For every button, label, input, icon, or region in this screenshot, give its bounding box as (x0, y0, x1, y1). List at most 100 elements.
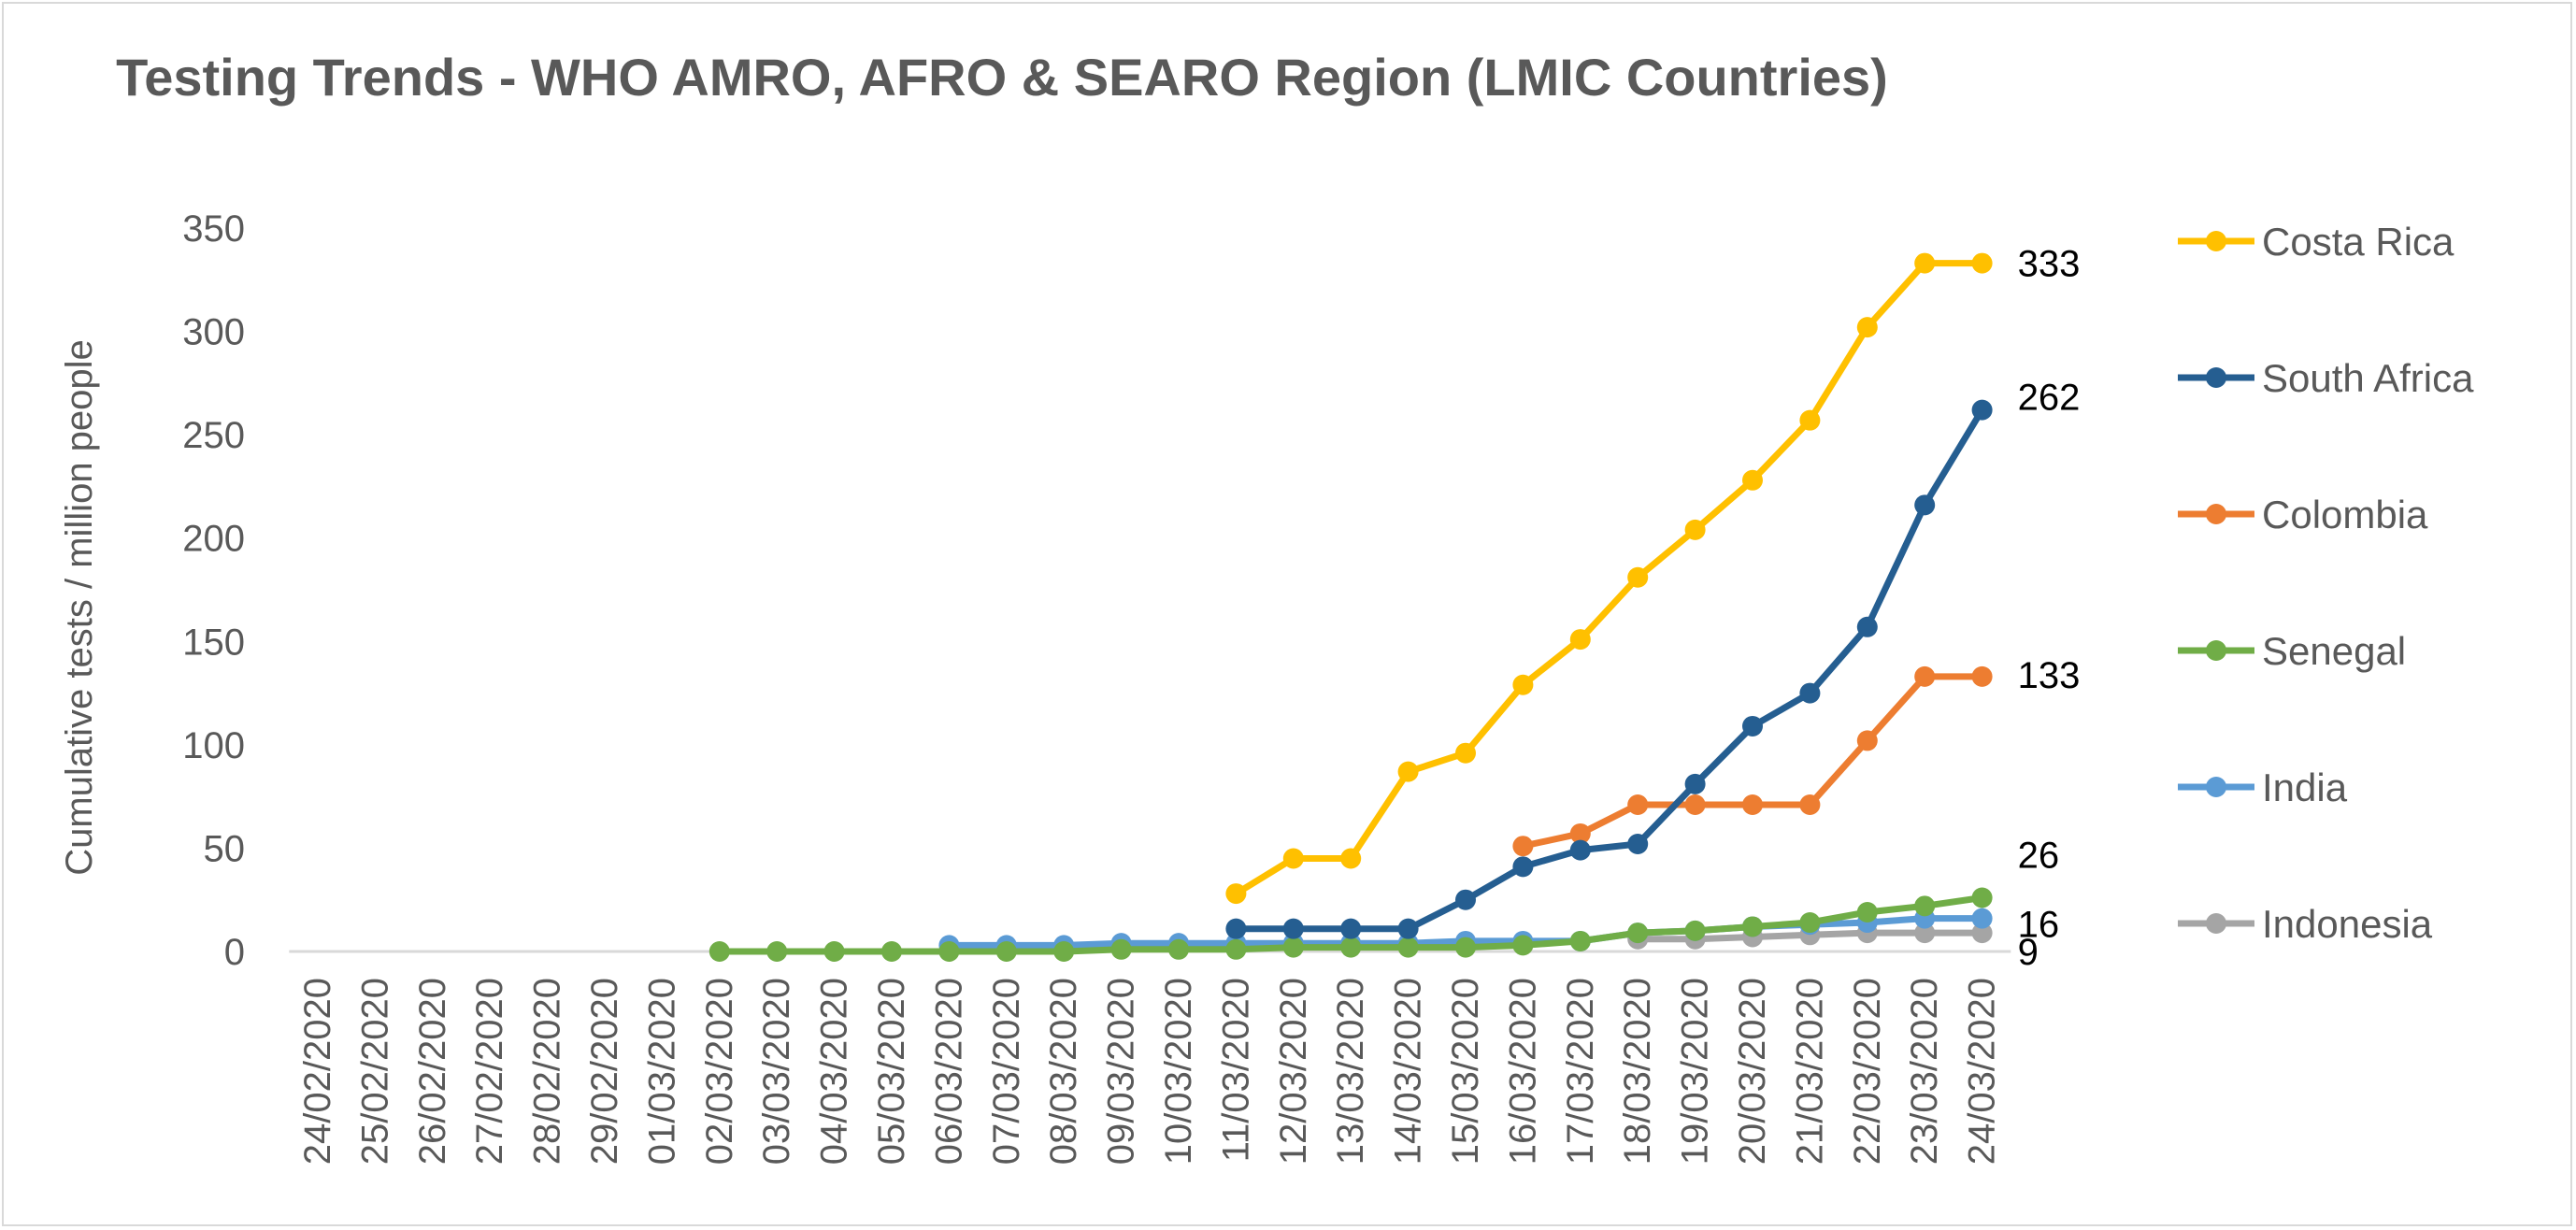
y-tick-label: 0 (224, 932, 245, 973)
data-point (1397, 761, 1419, 782)
x-tick-label: 20/03/2020 (1732, 978, 1773, 1165)
data-point (1742, 469, 1763, 491)
data-point (1627, 794, 1649, 815)
data-point (1799, 912, 1821, 934)
data-point (1225, 938, 1247, 960)
data-point (708, 941, 730, 962)
legend-marker (2206, 367, 2226, 388)
x-tick-label: 03/03/2020 (756, 978, 797, 1165)
data-point (1569, 629, 1591, 651)
x-tick-label: 11/03/2020 (1215, 978, 1256, 1162)
x-tick-label: 27/02/2020 (469, 978, 510, 1165)
series-line-costa-rica (1234, 260, 1982, 897)
data-point (823, 941, 845, 962)
series-line-colombia (1522, 673, 1982, 850)
legend: Costa Rica South Africa Colombia Senegal Ind… (2178, 220, 2474, 946)
x-tick-label: 05/03/2020 (871, 978, 912, 1165)
data-point (1914, 494, 1936, 516)
y-tick-label: 300 (182, 312, 245, 353)
x-tick-label: 13/03/2020 (1330, 978, 1371, 1165)
data-point (995, 941, 1017, 962)
data-point (1282, 918, 1304, 939)
legend-label: South Africa (2262, 356, 2474, 400)
data-point (1856, 317, 1878, 338)
x-tick-label: 07/03/2020 (986, 978, 1027, 1165)
x-tick-label: 28/02/2020 (527, 978, 568, 1165)
data-point (1684, 773, 1706, 794)
x-tick-label: 08/03/2020 (1043, 978, 1084, 1165)
legend-marker (2206, 231, 2226, 251)
data-point (1282, 937, 1304, 958)
data-point (1053, 941, 1075, 962)
y-tick-label: 100 (182, 725, 245, 766)
x-tick-label: 12/03/2020 (1273, 978, 1314, 1165)
data-point (1856, 901, 1878, 922)
x-tick-label: 10/03/2020 (1158, 978, 1199, 1165)
data-point (766, 941, 788, 962)
y-tick-label: 50 (204, 828, 246, 869)
x-tick-label: 02/03/2020 (699, 978, 740, 1165)
data-point (1397, 918, 1419, 939)
data-point (1569, 822, 1591, 844)
data-point (1799, 682, 1821, 704)
data-point (1455, 889, 1476, 910)
y-tick-label: 150 (182, 622, 245, 663)
data-point (1627, 922, 1649, 944)
data-point (1684, 920, 1706, 941)
x-tick-label: 29/02/2020 (584, 978, 625, 1165)
data-point (1742, 916, 1763, 937)
x-tick-label: 23/03/2020 (1904, 978, 1945, 1165)
y-tick-label: 250 (182, 415, 245, 456)
data-point (1569, 839, 1591, 861)
x-tick-label: 24/02/2020 (297, 978, 338, 1165)
data-point (1455, 937, 1476, 958)
y-axis-label: Cumulative tests / million people (59, 339, 100, 876)
legend-marker (2206, 640, 2226, 661)
x-tick-label: 16/03/2020 (1502, 978, 1543, 1165)
data-point (1225, 883, 1247, 905)
data-point (1971, 887, 1993, 908)
x-tick-label: 21/03/2020 (1789, 978, 1830, 1165)
data-point (1971, 399, 1993, 421)
x-tick-label: 18/03/2020 (1617, 978, 1658, 1165)
data-point (881, 941, 902, 962)
x-axis-ticks: 24/02/2020 25/02/2020 26/02/2020 27/02/2020… (297, 978, 2003, 1165)
data-point (938, 941, 960, 962)
data-label: 9 (2018, 932, 2039, 973)
data-point (1684, 794, 1706, 815)
data-point (1971, 665, 1993, 687)
legend-label: Costa Rica (2262, 220, 2454, 264)
x-tick-label: 09/03/2020 (1101, 978, 1142, 1165)
x-tick-label: 26/02/2020 (412, 978, 453, 1165)
legend-marker (2206, 504, 2226, 524)
data-point (1799, 409, 1821, 431)
data-point (1225, 918, 1247, 939)
data-point (1340, 937, 1362, 958)
x-tick-label: 17/03/2020 (1560, 978, 1601, 1165)
data-point (1569, 930, 1591, 951)
data-point (1627, 566, 1649, 588)
data-point (1397, 937, 1419, 958)
data-label: 333 (2018, 244, 2081, 285)
x-tick-label: 14/03/2020 (1388, 978, 1429, 1165)
x-tick-label: 22/03/2020 (1847, 978, 1888, 1165)
data-point (1455, 742, 1476, 764)
data-point (1512, 935, 1534, 956)
data-point (1914, 922, 1936, 944)
data-point (1340, 848, 1362, 869)
data-point (1914, 895, 1936, 917)
data-point (1971, 922, 1993, 944)
data-point (1168, 938, 1189, 960)
data-point (1110, 938, 1132, 960)
data-point (1971, 908, 1993, 929)
data-point (1627, 834, 1649, 855)
chart-title: Testing Trends - WHO AMRO, AFRO & SEARO … (116, 48, 1888, 107)
legend-label: Indonesia (2262, 902, 2433, 946)
data-label: 133 (2018, 655, 2081, 696)
data-point (1856, 730, 1878, 751)
x-tick-label: 24/03/2020 (1962, 978, 2003, 1165)
data-point (1856, 616, 1878, 637)
data-point (1742, 794, 1763, 815)
